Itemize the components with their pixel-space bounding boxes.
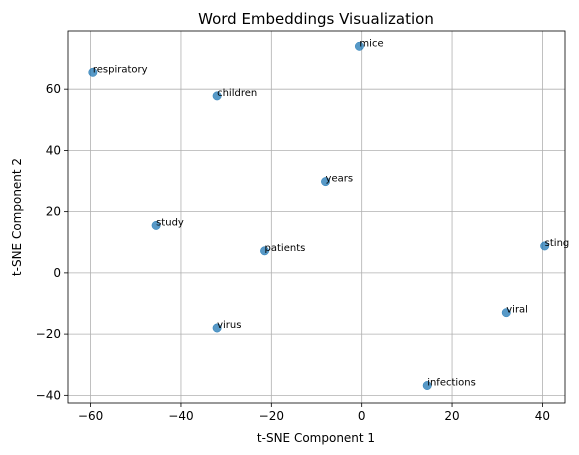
point-label: respiratory	[93, 64, 148, 75]
x-tick-label: −60	[78, 409, 103, 423]
y-tick-label: 60	[46, 82, 61, 96]
data-point	[212, 91, 222, 101]
x-axis-label: t-SNE Component 1	[257, 431, 375, 445]
point-label: patients	[265, 243, 306, 254]
point-labels: respiratory mice children years study patient…	[93, 38, 569, 388]
point-label: sting	[545, 238, 570, 249]
point-label: virus	[217, 320, 241, 331]
y-tick-label: 20	[46, 205, 61, 219]
grid	[68, 31, 565, 403]
chart-title: Word Embeddings Visualization	[198, 10, 434, 28]
y-tick-label: −20	[36, 327, 61, 341]
x-tick-label: 20	[444, 409, 459, 423]
y-tick-label: 0	[53, 266, 61, 280]
data-point	[212, 323, 222, 333]
plot-area-frame	[67, 30, 566, 404]
y-axis-ticks: −40 −20 0 20 40 60	[36, 82, 68, 402]
point-label: viral	[506, 305, 528, 316]
x-tick-label: 0	[358, 409, 366, 423]
data-point	[260, 246, 269, 256]
y-tick-label: 40	[46, 143, 61, 157]
y-tick-label: −40	[36, 388, 61, 402]
data-point	[540, 241, 550, 251]
point-label: mice	[359, 38, 383, 49]
x-tick-label: 40	[535, 409, 550, 423]
point-label: children	[217, 88, 257, 99]
x-tick-label: −20	[259, 409, 284, 423]
point-label: years	[326, 174, 354, 185]
x-tick-label: −40	[168, 409, 193, 423]
data-point	[422, 381, 432, 390]
data-point	[88, 67, 98, 77]
y-axis-label: t-SNE Component 2	[10, 158, 24, 276]
data-point	[321, 177, 330, 187]
x-axis-ticks: −60 −40 −20 0 20 40	[78, 403, 550, 423]
data-points	[88, 41, 550, 390]
data-point	[354, 41, 364, 51]
point-label: study	[156, 217, 184, 228]
data-point	[151, 220, 161, 230]
data-point	[501, 308, 511, 318]
point-label: infections	[427, 378, 476, 389]
